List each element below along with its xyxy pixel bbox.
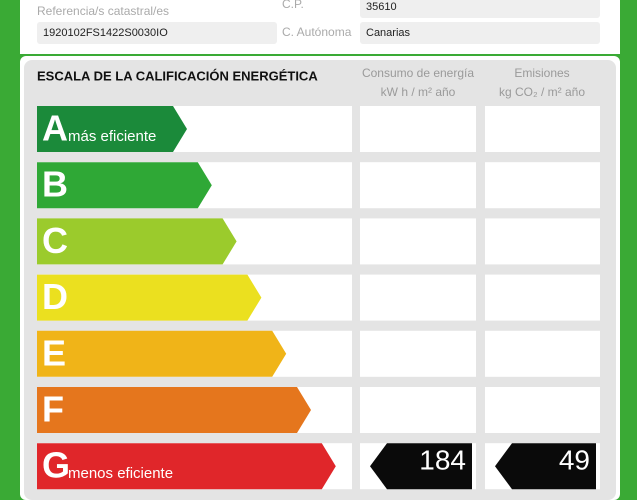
rating-arrow: [37, 162, 212, 209]
rating-arrow: [37, 443, 336, 490]
value-consumption: 184: [419, 445, 466, 476]
rating-letter: F: [42, 389, 64, 430]
rating-arrow: [37, 106, 187, 152]
field-box: [37, 22, 277, 44]
field-value: Canarias: [366, 27, 411, 39]
rating-arrow: [37, 387, 311, 433]
rating-letter: C: [42, 220, 68, 261]
field-value: 1920102FS1422S0030IO: [43, 27, 168, 39]
field-label: C. Autónoma: [282, 25, 352, 39]
column-title: Consumo de energía: [362, 66, 474, 80]
cell-emissions: [485, 274, 600, 321]
field-label: Referencia/s catastral/es: [37, 4, 169, 18]
value-emissions: 49: [559, 445, 590, 476]
column-unit: kg CO₂ / m² año: [499, 85, 585, 99]
rating-letter: A: [42, 108, 68, 149]
scale-title: ESCALA DE LA CALIFICACIÓN ENERGÉTICA: [37, 68, 318, 83]
rating-arrow: [37, 330, 287, 377]
field-box: [360, 0, 600, 18]
rating-arrow: [37, 218, 237, 265]
rating-letter: D: [42, 276, 68, 317]
rating-note: más eficiente: [68, 128, 156, 145]
header: Referencia/s catastral/es 1920102FS1422S0…: [37, 0, 600, 44]
cell-consumption: [360, 330, 476, 377]
cell-consumption: [360, 218, 476, 265]
column-title: Emisiones: [514, 66, 569, 80]
rating-letter: B: [42, 164, 68, 205]
cell-emissions: [485, 218, 600, 265]
cell-emissions: [485, 330, 600, 377]
value-arrow: [495, 443, 596, 490]
cell-emissions: [485, 162, 600, 209]
column-unit: kW h / m² año: [381, 85, 456, 99]
cell-consumption: [360, 387, 476, 433]
rating-arrow: [37, 274, 262, 321]
cell-consumption: [360, 162, 476, 209]
field-box: [360, 22, 600, 44]
cell-consumption: [360, 106, 476, 152]
cell-consumption: [360, 274, 476, 321]
field-label: C.P.: [282, 0, 304, 11]
cell-emissions: [485, 387, 600, 433]
rating-note: menos eficiente: [68, 465, 173, 482]
rating-letter: G: [42, 445, 70, 486]
field-value: 35610: [366, 1, 397, 13]
cell-emissions: [485, 106, 600, 152]
rating-letter: E: [42, 332, 66, 373]
value-arrow: [370, 443, 472, 490]
